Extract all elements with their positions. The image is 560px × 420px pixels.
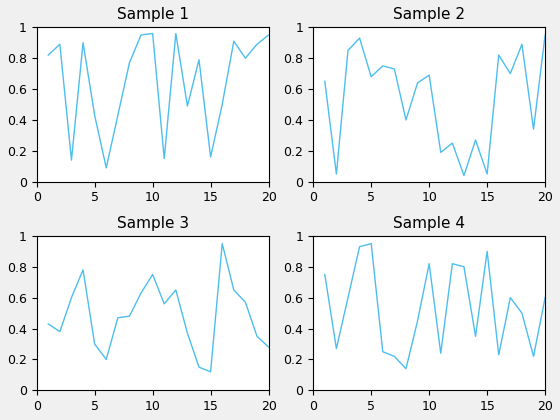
Title: Sample 2: Sample 2 <box>393 7 465 22</box>
Title: Sample 3: Sample 3 <box>116 215 189 231</box>
Title: Sample 1: Sample 1 <box>116 7 189 22</box>
Title: Sample 4: Sample 4 <box>393 215 465 231</box>
